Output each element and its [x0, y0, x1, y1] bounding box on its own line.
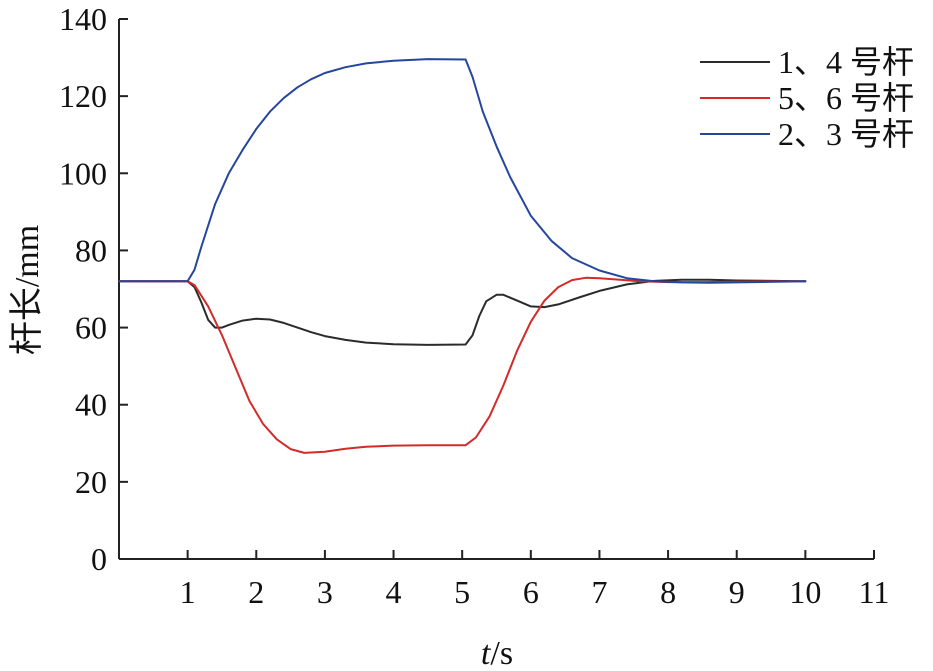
y-axis-title: 杆长/mm: [9, 225, 46, 355]
x-tick-label: 3: [317, 574, 333, 610]
x-tick-label: 11: [859, 574, 890, 610]
legend: 1、4 号杆5、6 号杆2、3 号杆: [700, 44, 914, 152]
series-layer: [118, 58, 807, 454]
x-tick-label: 5: [454, 574, 470, 610]
legend-label: 5、6 号杆: [778, 80, 914, 116]
x-tick-label: 10: [789, 574, 821, 610]
series-line-1: [118, 278, 807, 346]
legend-label: 1、4 号杆: [778, 44, 914, 80]
y-tick-label: 120: [59, 78, 107, 114]
x-tick-label: 4: [386, 574, 402, 610]
series-line-2: [118, 276, 807, 454]
x-axis-title: t/s: [481, 635, 513, 671]
x-axis-title-variable: t: [481, 635, 492, 671]
legend-label: 2、3 号杆: [778, 116, 914, 152]
y-tick-label: 20: [75, 464, 107, 500]
y-tick-label: 0: [91, 541, 107, 577]
x-tick-label: 9: [729, 574, 745, 610]
x-axis-title-unit: /s: [490, 635, 513, 671]
x-tick-label: 8: [660, 574, 676, 610]
y-tick-label: 140: [59, 1, 107, 37]
x-tick-label: 2: [248, 574, 264, 610]
x-tick-label: 1: [180, 574, 196, 610]
x-tick-label: 7: [591, 574, 607, 610]
y-tick-label: 80: [75, 232, 107, 268]
y-tick-label: 40: [75, 387, 107, 423]
y-tick-label: 60: [75, 310, 107, 346]
axes: 1 2 3 4 5 6 7 8 9 10 11 0 20 40 60 80 100 120 140: [59, 1, 889, 610]
x-tick-label: 6: [523, 574, 539, 610]
y-tick-label: 100: [59, 155, 107, 191]
series-line-3: [118, 58, 807, 284]
